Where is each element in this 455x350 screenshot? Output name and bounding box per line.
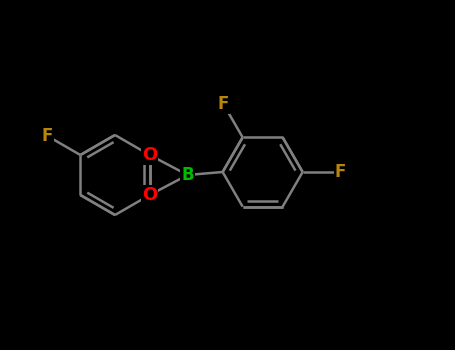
Text: F: F — [218, 96, 229, 113]
Text: O: O — [142, 186, 157, 204]
Text: O: O — [142, 146, 157, 164]
Text: F: F — [42, 127, 53, 145]
Text: F: F — [335, 163, 346, 181]
Text: B: B — [182, 166, 194, 184]
